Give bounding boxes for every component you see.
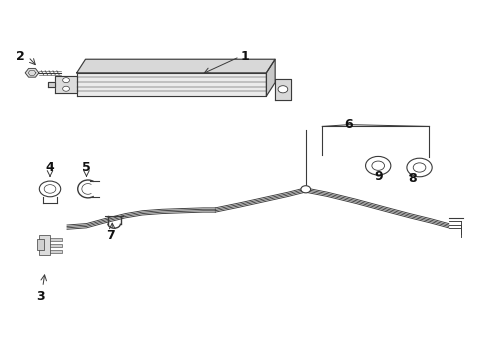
Text: 9: 9: [373, 170, 382, 183]
Polygon shape: [275, 78, 290, 100]
Polygon shape: [37, 239, 43, 249]
Polygon shape: [25, 68, 39, 77]
Polygon shape: [50, 249, 62, 253]
Polygon shape: [266, 59, 275, 96]
Text: 3: 3: [36, 289, 44, 303]
Circle shape: [412, 163, 425, 172]
Text: 6: 6: [344, 118, 353, 131]
Circle shape: [371, 161, 384, 170]
Circle shape: [44, 185, 56, 193]
Polygon shape: [39, 235, 50, 255]
Circle shape: [406, 158, 431, 177]
Circle shape: [365, 157, 390, 175]
Circle shape: [39, 181, 61, 197]
Circle shape: [62, 86, 69, 91]
Text: 5: 5: [82, 161, 91, 174]
Polygon shape: [47, 82, 55, 87]
Text: 1: 1: [240, 50, 248, 63]
Polygon shape: [55, 76, 77, 93]
Polygon shape: [77, 59, 275, 73]
Polygon shape: [50, 238, 62, 242]
Text: 2: 2: [17, 50, 25, 63]
Polygon shape: [77, 73, 266, 96]
Text: 7: 7: [106, 229, 115, 242]
Circle shape: [278, 86, 287, 93]
Polygon shape: [50, 244, 62, 247]
Text: 8: 8: [407, 172, 416, 185]
Text: 4: 4: [45, 161, 54, 174]
Circle shape: [300, 186, 310, 193]
Circle shape: [62, 78, 69, 83]
